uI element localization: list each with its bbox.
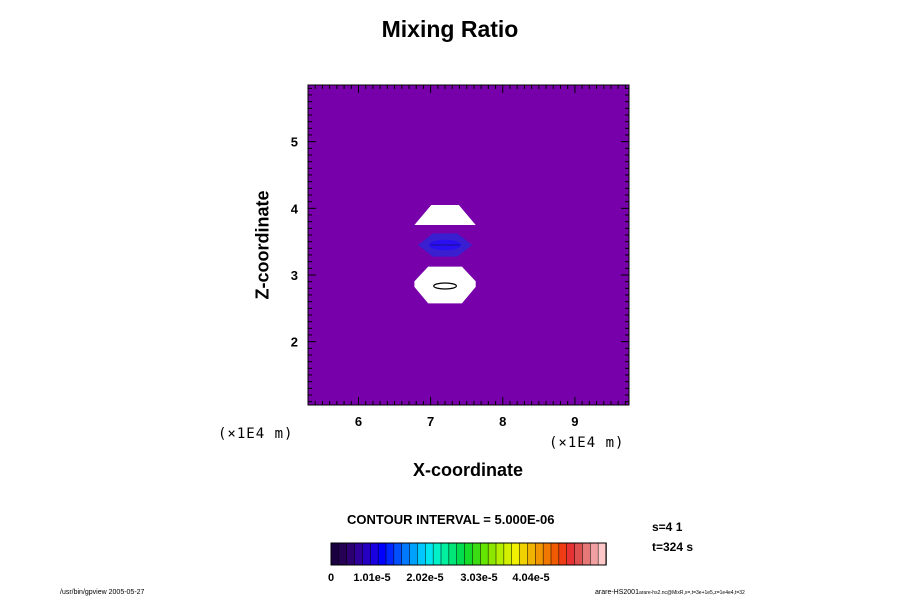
colorbar-segment — [393, 542, 403, 566]
colorbar-segment — [456, 542, 466, 566]
colorbar-segment — [574, 542, 584, 566]
x-tick-label: 8 — [499, 414, 506, 429]
colorbar-segment — [558, 542, 568, 566]
colorbar-tick-label: 1.01e-5 — [353, 572, 390, 584]
colorbar-tick-label: 4.04e-5 — [512, 572, 549, 584]
colorbar-segment — [464, 542, 474, 566]
y-axis-label: Z-coordinate — [252, 190, 273, 300]
y-tick-label: 5 — [291, 135, 298, 150]
colorbar-segment — [338, 542, 348, 566]
colorbar-segment — [566, 542, 576, 566]
footer-right-small: arare-hs2.nc@MixR,x=,t=3e+1e5,z=1e4e4,t=… — [638, 590, 745, 596]
step-label: s=4 1 — [652, 520, 683, 534]
y-unit-label: (×1E4 m) — [218, 426, 294, 442]
x-tick-label: 6 — [355, 414, 362, 429]
footer-left-text: /usr/bin/gpview 2005-05-27 — [60, 589, 145, 596]
colorbar-segment — [425, 542, 434, 566]
colorbar-segment — [590, 542, 599, 566]
colorbar-segment — [346, 542, 356, 566]
plot-frame — [307, 84, 630, 406]
colorbar-segment — [597, 542, 607, 566]
x-axis-label: X-coordinate — [412, 460, 523, 480]
y-tick-label: 3 — [291, 268, 298, 283]
colorbar-segment — [330, 542, 340, 566]
colorbar-segment — [440, 542, 450, 566]
colorbar-segment — [535, 542, 544, 566]
colorbar-segment — [487, 542, 497, 566]
white-region-upper — [414, 205, 476, 225]
colorbar-segment — [448, 542, 458, 566]
colorbar-segment — [495, 542, 505, 566]
colorbar-segment — [401, 542, 411, 566]
axes-layer: 6 7 8 9 2 3 4 5 — [291, 84, 630, 429]
y-tick-label: 4 — [291, 201, 299, 216]
colorbar-segment — [409, 542, 419, 566]
colorbar-segment — [432, 542, 442, 566]
colorbar-segment — [480, 542, 489, 566]
colorbar-segment — [511, 542, 521, 566]
footer-right-main: arare-HS2001 — [595, 589, 639, 596]
colorbar-tick-label: 0 — [328, 572, 334, 584]
colorbar-segment — [354, 542, 364, 566]
time-label: t=324 s — [652, 540, 694, 554]
colorbar-segment — [527, 542, 537, 566]
contour-interval-label: CONTOUR INTERVAL = 5.000E-06 — [347, 512, 555, 527]
colorbar-segment — [503, 542, 513, 566]
colorbar-segment — [472, 542, 482, 566]
x-tick-label: 9 — [571, 414, 578, 429]
colorbar-segment — [417, 542, 427, 566]
colorbar-segment — [385, 542, 395, 566]
colorbar-segment — [542, 542, 552, 566]
chart-title: Mixing Ratio — [381, 16, 519, 42]
colorbar-segment — [582, 542, 592, 566]
colorbar-segment — [519, 542, 529, 566]
contour-loop — [433, 282, 457, 290]
colorbar-tick-label: 3.03e-5 — [460, 572, 497, 584]
colorbar-segment — [370, 542, 379, 566]
colorbar-segment — [362, 542, 372, 566]
field-layer — [308, 85, 629, 405]
white-region-lower — [414, 266, 476, 304]
colorbar-segment — [550, 542, 560, 566]
y-tick-label: 2 — [291, 335, 298, 350]
colorbar-tick-label: 2.02e-5 — [406, 572, 443, 584]
x-unit-label: (×1E4 m) — [549, 435, 625, 451]
colorbar: 0 1.01e-5 2.02e-5 3.03e-5 4.04e-5 — [328, 542, 607, 584]
footer-right-text: arare-HS2001arare-hs2.nc@MixR,x=,t=3e+1e… — [595, 589, 745, 596]
x-tick-label: 7 — [427, 414, 434, 429]
colorbar-frame — [330, 542, 607, 566]
colorbar-segment — [377, 542, 387, 566]
